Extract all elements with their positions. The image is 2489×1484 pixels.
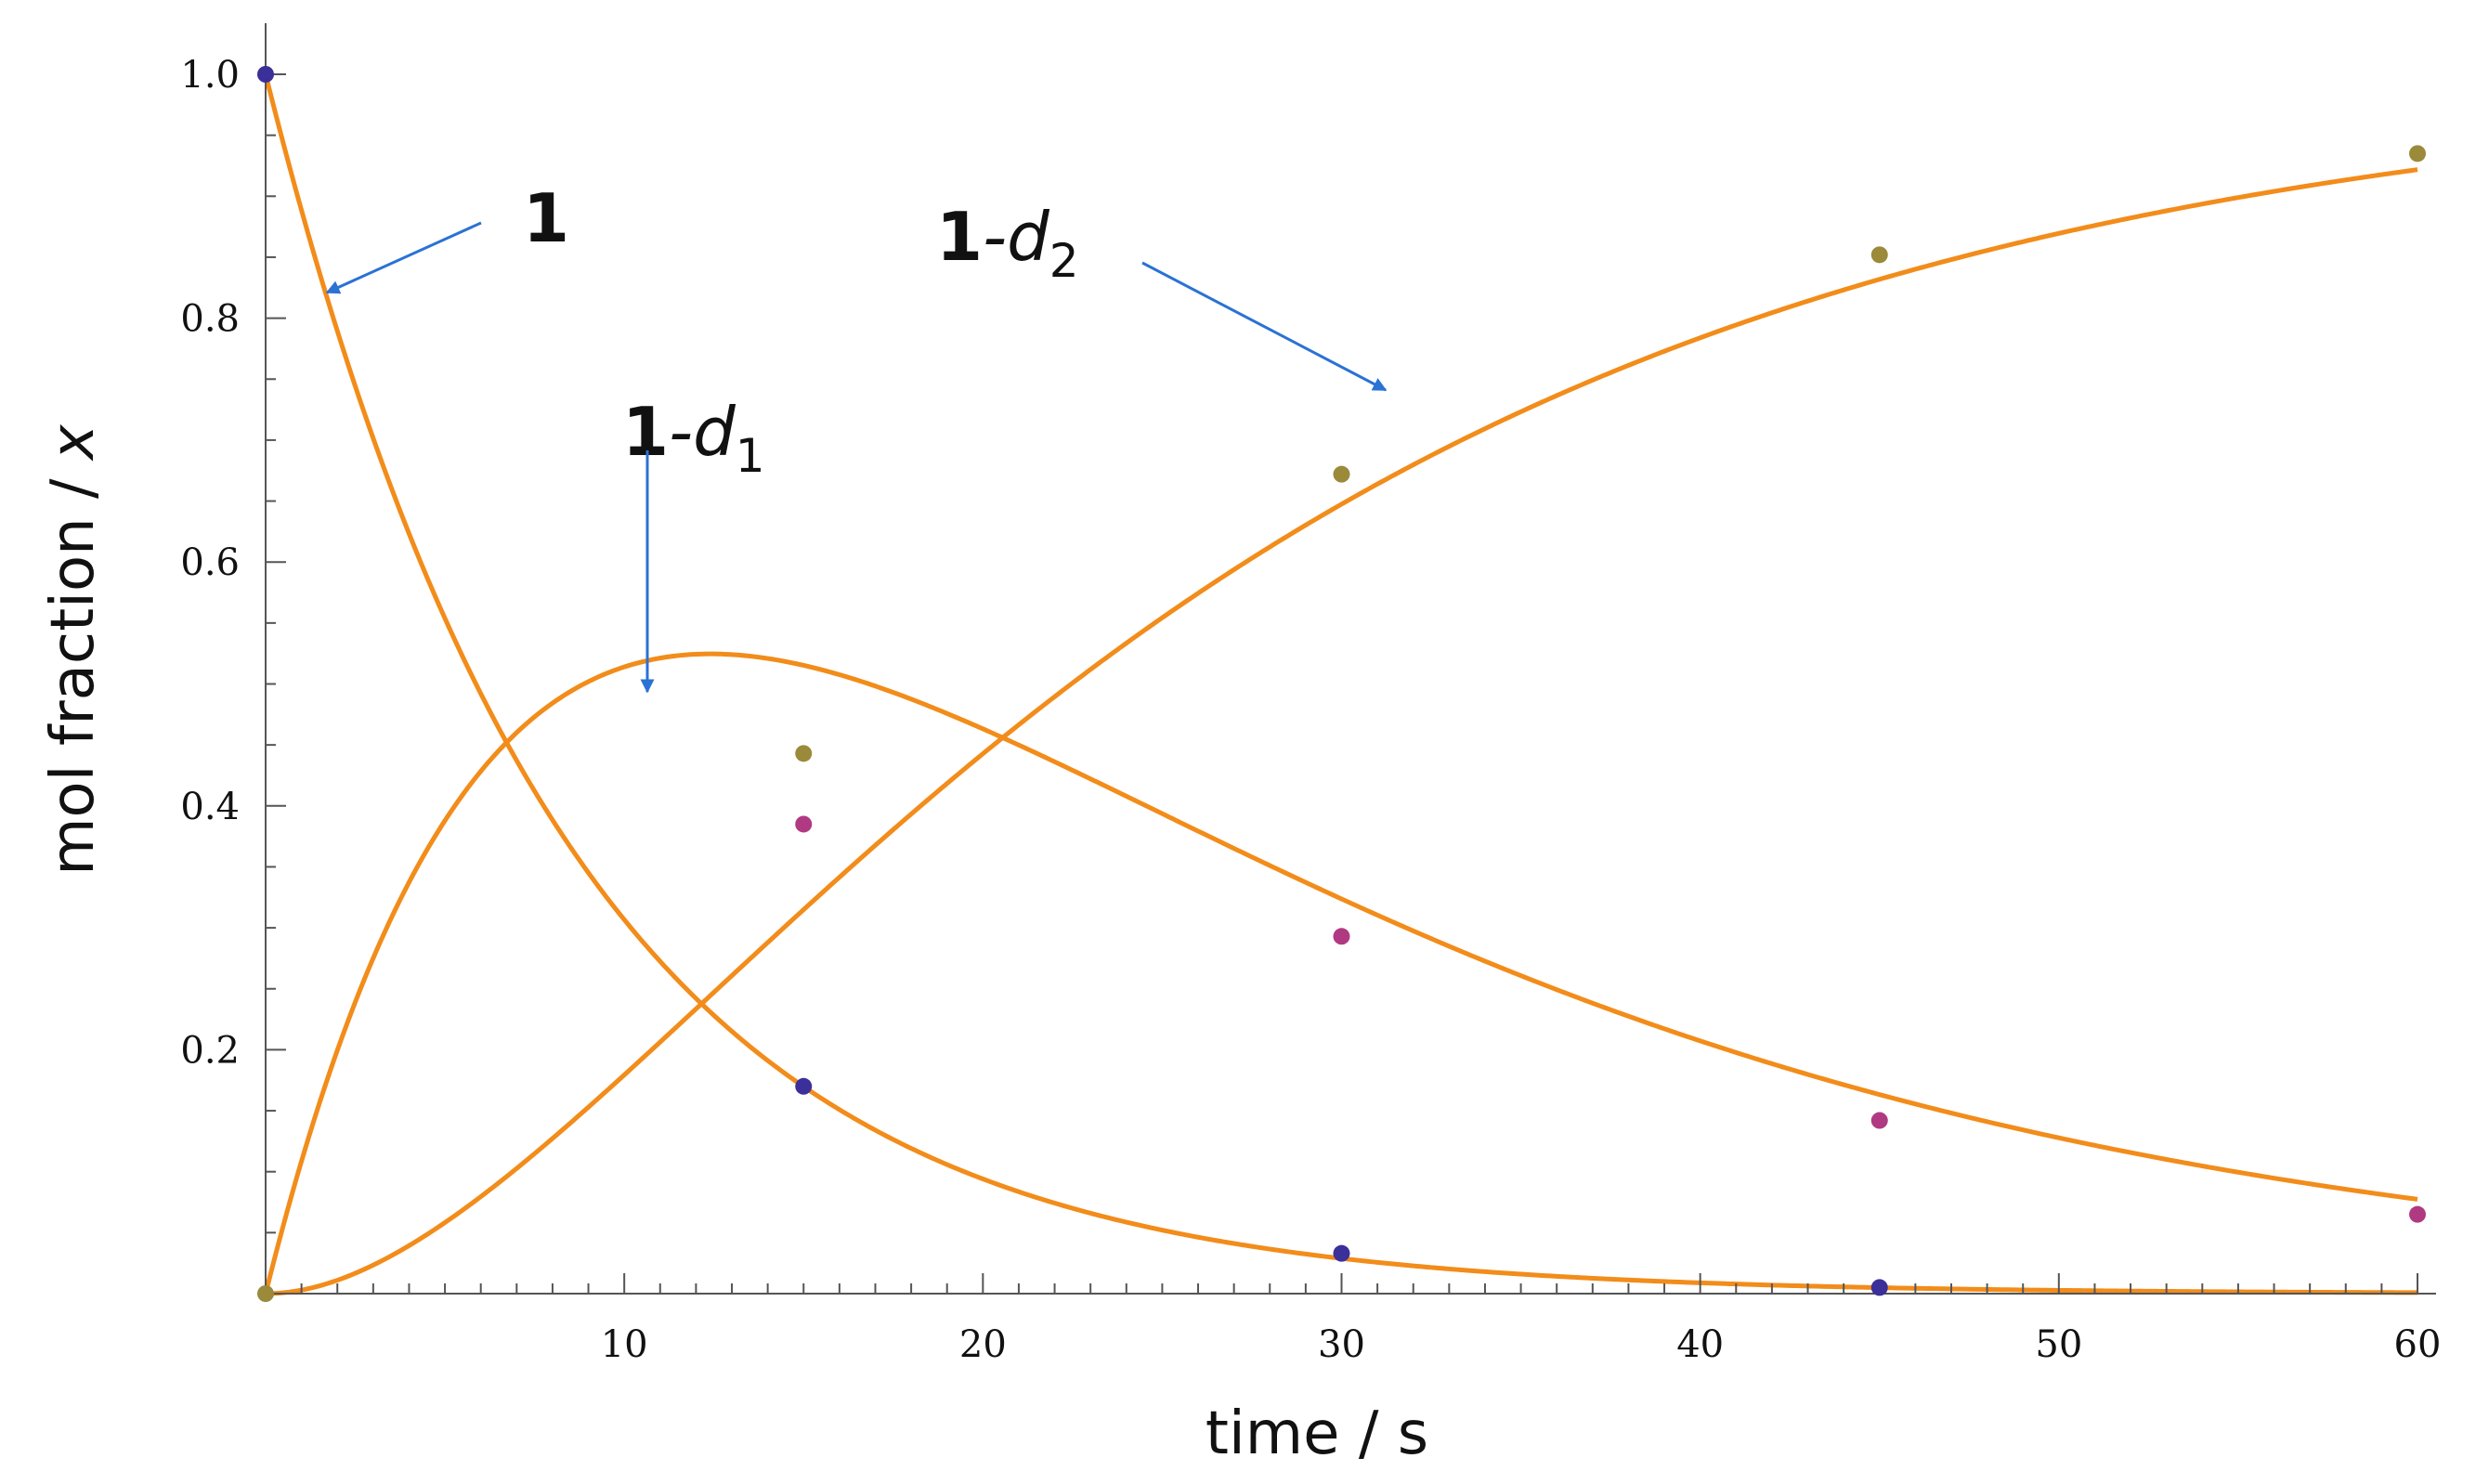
x-tick-label: 50 [2035,1323,2082,1366]
annotation-arrows [325,221,1388,694]
data-point-series-3 [2409,145,2426,163]
y-ticks: 0.2 0.4 0.6 0.8 1.0 [180,54,286,1234]
data-point-series-3 [1870,246,1888,264]
x-tick-label: 40 [1676,1323,1724,1366]
label-series-1-d1: 1-d1 [622,393,765,483]
y-tick-label: 0.2 [180,1029,240,1072]
label-series-1-d1-suffix: -d [669,393,736,471]
x-tick-label: 60 [2394,1323,2442,1366]
label-series-1: 1 [523,179,569,257]
y-axis-title-text: mol fraction / [39,460,108,876]
data-point-series-2 [795,815,813,833]
arrow-series-1 [325,221,482,294]
y-tick-label: 1.0 [180,54,240,97]
x-tick-label: 20 [959,1323,1007,1366]
label-series-1-d2-sub: 2 [1049,234,1079,288]
data-point-series-3 [1333,465,1350,483]
label-series-1-d2-suffix: -d [983,198,1050,276]
label-series-1-d1-main: 1 [622,393,669,471]
label-series-1-d2-main: 1 [936,198,983,276]
data-point-series-1 [1870,1279,1888,1296]
label-series-1-d2: 1-d2 [936,198,1079,288]
arrow-series-1-d2 [1141,261,1388,392]
data-point-series-3 [795,745,813,762]
fit-curve-series-3 [265,167,2418,1296]
data-point-series-1 [795,1077,813,1095]
data-point-series-2 [1870,1112,1888,1129]
x-ticks: 10 20 30 40 50 60 [300,1273,2442,1366]
y-tick-label: 0.6 [180,541,240,584]
y-tick-label: 0.8 [180,298,240,341]
data-point-series-2 [2409,1205,2426,1223]
label-series-1-d1-sub: 1 [736,429,765,483]
data-points [257,66,2426,1302]
data-point-series-1 [257,66,274,83]
y-tick-label: 0.4 [180,786,240,828]
y-axis-title-var: x [39,423,108,462]
x-tick-label: 10 [601,1323,648,1366]
data-point-series-3 [257,1285,274,1302]
y-axis-title: mol fraction / x [39,423,108,876]
x-axis-title: time / s [1205,1399,1428,1468]
data-point-series-2 [1333,928,1350,945]
x-tick-label: 30 [1318,1323,1365,1366]
axes: 10 20 30 40 50 60 0.2 0.4 0.6 0.8 1.0 [180,23,2441,1366]
label-series-1-main: 1 [523,179,569,257]
fit-curves [263,73,2418,1296]
data-point-series-1 [1333,1244,1350,1262]
fit-curve-series-2 [263,651,2418,1295]
